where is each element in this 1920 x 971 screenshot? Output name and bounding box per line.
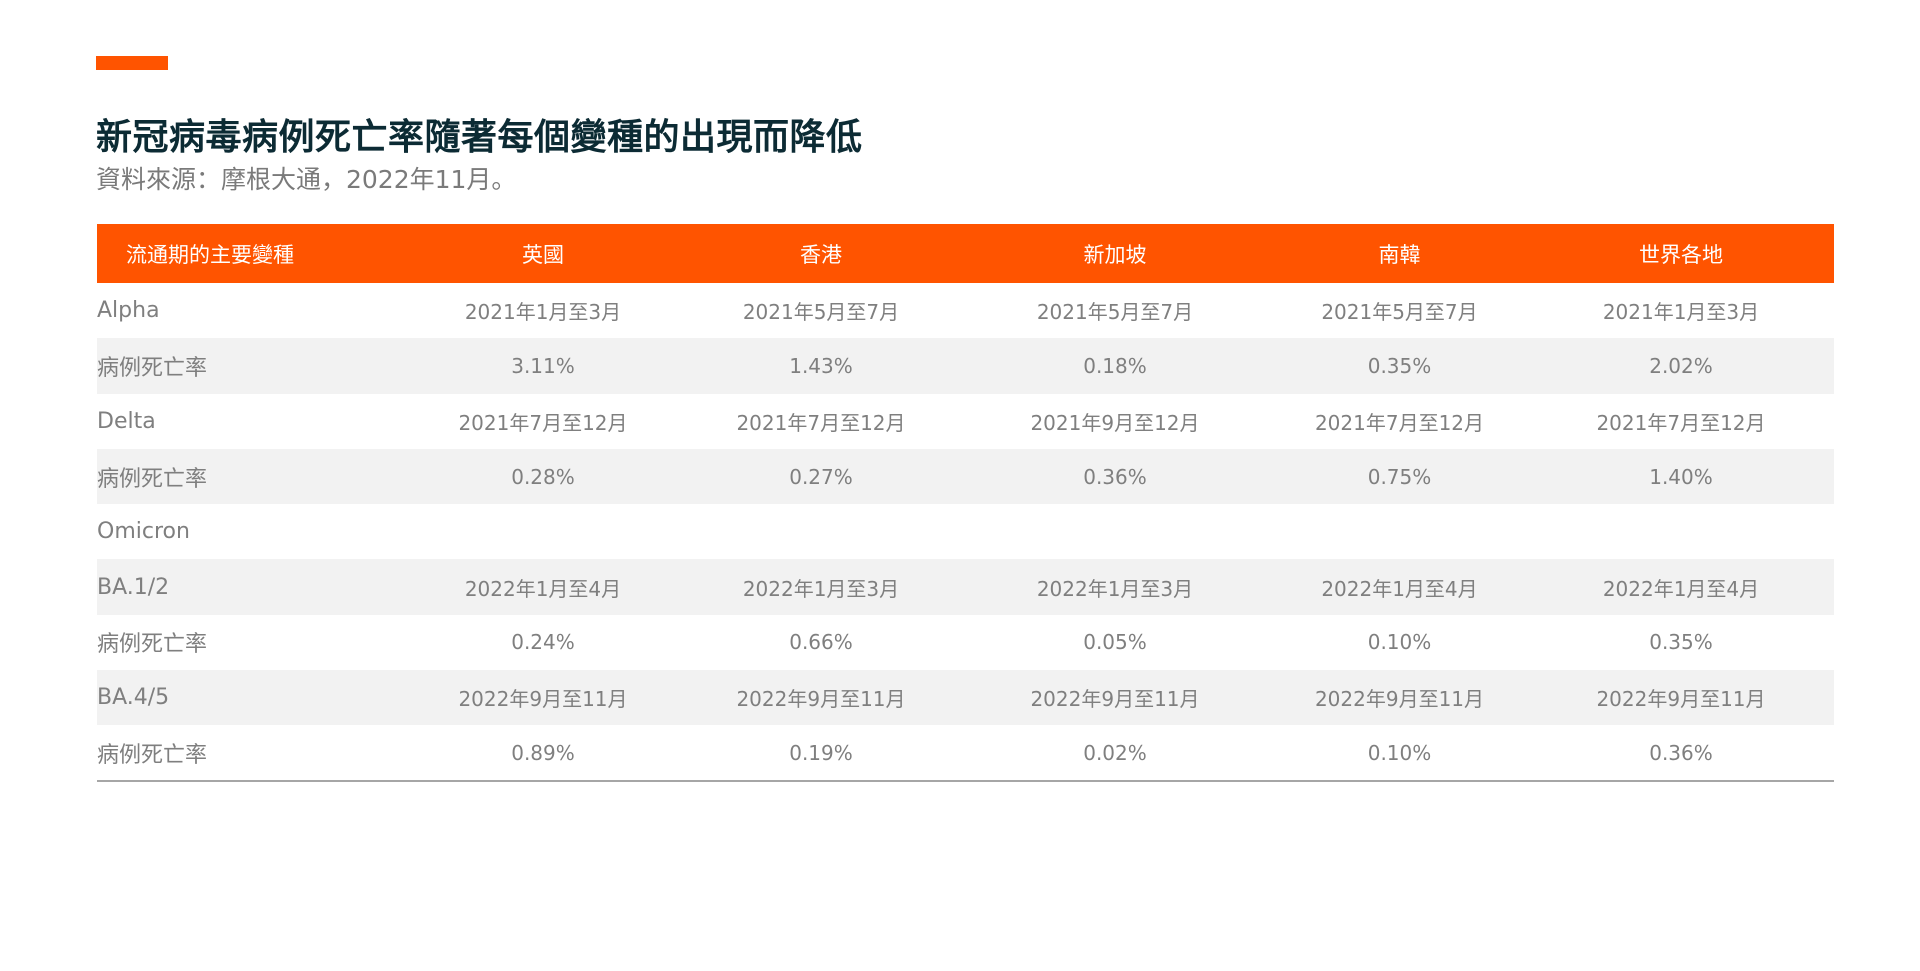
- table-cell: 2021年9月至12月: [1030, 410, 1200, 435]
- table-row: Alpha 2021年1月至3月 2021年5月至7月 2021年5月至7月 2021年…: [97, 283, 1834, 338]
- table-cell: 1.43%: [789, 353, 853, 378]
- column-header: 新加坡: [1083, 242, 1147, 267]
- table-cell: 2021年1月至3月: [1602, 300, 1760, 325]
- table-cell: 2022年9月至11月: [1030, 687, 1200, 712]
- table-row: 病例死亡率 0.24% 0.66% 0.05% 0.10% 0.35%: [97, 615, 1834, 670]
- table-row: 病例死亡率 0.28% 0.27% 0.36% 0.75% 1.40%: [97, 448, 1834, 505]
- table-cell: 2021年7月至12月: [736, 410, 906, 435]
- column-header: 香港: [800, 242, 842, 267]
- chart-subtitle: 資料來源：摩根大通，2022年11月。: [96, 165, 517, 194]
- table-cell: 2022年1月至3月: [1036, 576, 1194, 601]
- table-cell: 2022年9月至11月: [458, 687, 628, 712]
- table-cell: 1.40%: [1649, 464, 1713, 489]
- table-cell: 2021年5月至7月: [1321, 300, 1478, 325]
- table-cell: 0.10%: [1367, 630, 1432, 655]
- table-cell: [1271, 504, 1528, 559]
- row-label: 病例死亡率: [97, 742, 208, 768]
- table-cell: 0.35%: [1367, 353, 1432, 378]
- column-header: 南韓: [1378, 242, 1421, 267]
- table-cell: [683, 504, 959, 559]
- accent-bar: [96, 56, 168, 70]
- table-cell: 0.75%: [1367, 464, 1432, 489]
- table-row: Delta 2021年7月至12月 2021年7月至12月 2021年9月至12月 20…: [97, 394, 1834, 449]
- table-cell: 0.27%: [789, 464, 853, 489]
- table-cell: 2021年7月至12月: [458, 410, 628, 435]
- row-label: BA.4/5: [97, 685, 170, 711]
- chart-title: 新冠病毒病例死亡率隨著每個變種的出現而降低: [96, 117, 863, 158]
- table-cell: 0.89%: [511, 740, 575, 765]
- table-cell: 2021年7月至12月: [1314, 410, 1485, 435]
- row-label: BA.1/2: [97, 574, 170, 600]
- table-row: BA.1/2 2022年1月至4月 2022年1月至3月 2022年1月至3月 2022…: [97, 559, 1834, 615]
- table-cell: [1528, 504, 1834, 559]
- table-cell: 0.35%: [1649, 630, 1713, 655]
- table-cell: 0.66%: [789, 630, 853, 655]
- column-header: 流通期的主要變種: [126, 242, 294, 267]
- table-cell: 2022年1月至4月: [1602, 576, 1760, 601]
- row-label: 病例死亡率: [97, 466, 208, 492]
- table-cell: 0.18%: [1083, 353, 1147, 378]
- table-cell: 2022年1月至4月: [1321, 576, 1478, 601]
- table-row: 病例死亡率 0.89% 0.19% 0.02% 0.10% 0.36%: [97, 725, 1834, 781]
- table-cell: 0.05%: [1083, 630, 1147, 655]
- table-row: BA.4/5 2022年9月至11月 2022年9月至11月 2022年9月至11月 2…: [97, 670, 1834, 726]
- table-cell: 2021年7月至12月: [1596, 410, 1766, 435]
- mortality-table: 流通期的主要變種 英國 香港 新加坡 南韓 世界各地 Alpha 2021年1月至…: [97, 224, 1834, 782]
- row-label: Delta: [97, 408, 156, 434]
- table-cell: 0.10%: [1367, 740, 1432, 765]
- table-cell: 0.19%: [789, 740, 853, 765]
- table-header-row: 流通期的主要變種 英國 香港 新加坡 南韓 世界各地: [97, 224, 1834, 283]
- table-cell: [959, 504, 1271, 559]
- table-cell: [403, 504, 683, 559]
- row-label: 病例死亡率: [97, 632, 208, 658]
- table-cell: 2022年9月至11月: [736, 687, 906, 712]
- table-cell: 2.02%: [1649, 353, 1713, 378]
- table-cell: 2022年9月至11月: [1596, 687, 1766, 712]
- table-cell: 2021年5月至7月: [1036, 300, 1194, 325]
- table-row: 病例死亡率 3.11% 1.43% 0.18% 0.35% 2.02%: [97, 338, 1834, 394]
- table-cell: 2021年5月至7月: [742, 300, 900, 325]
- table-cell: 3.11%: [511, 353, 575, 378]
- table-cell: 2022年9月至11月: [1314, 687, 1485, 712]
- table-cell: 2022年1月至3月: [742, 576, 900, 601]
- table-cell: 0.02%: [1083, 740, 1147, 765]
- table-cell: 0.24%: [511, 630, 575, 655]
- table-cell: 0.36%: [1083, 464, 1147, 489]
- table-row: Omicron: [97, 504, 1834, 559]
- row-label: 病例死亡率: [97, 355, 208, 381]
- table-cell: 0.28%: [511, 464, 575, 489]
- table-body: Alpha 2021年1月至3月 2021年5月至7月 2021年5月至7月 2021年…: [97, 283, 1834, 781]
- column-header: 世界各地: [1639, 242, 1723, 267]
- column-header: 英國: [522, 242, 564, 267]
- table-cell: 2022年1月至4月: [464, 576, 622, 601]
- row-label: Alpha: [97, 298, 160, 324]
- table-cell: 0.36%: [1649, 740, 1713, 765]
- row-label: Omicron: [97, 519, 190, 545]
- table-cell: 2021年1月至3月: [464, 300, 622, 325]
